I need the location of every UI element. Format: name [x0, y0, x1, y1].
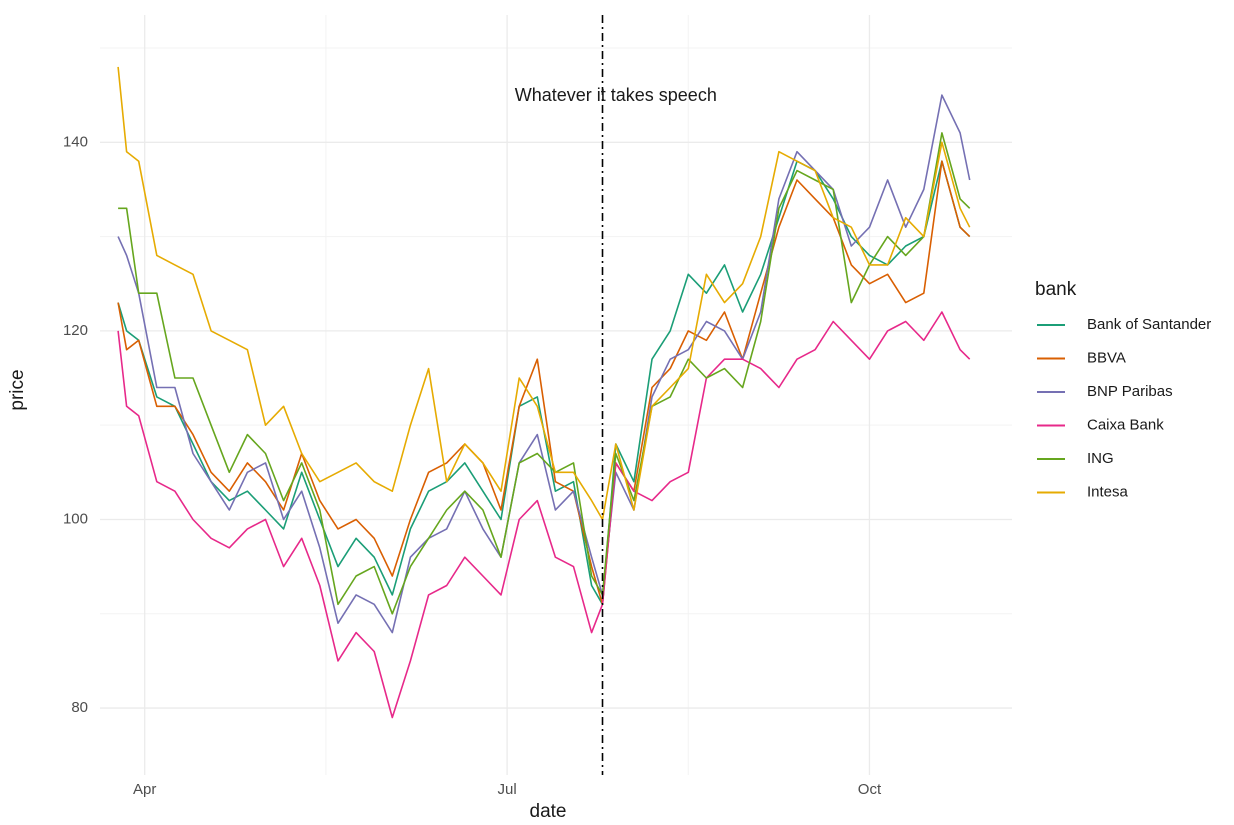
x-tick-label: Apr [133, 781, 156, 798]
x-tick-label: Oct [858, 781, 882, 798]
x-axis-label: date [530, 801, 567, 822]
y-tick-label: 140 [63, 133, 88, 150]
legend-title: bank [1035, 279, 1077, 300]
y-axis-label: price [7, 369, 28, 410]
series-line [117, 311, 971, 719]
legend-label: ING [1087, 450, 1114, 467]
series-line [117, 94, 971, 634]
legend-label: Bank of Santander [1087, 316, 1211, 333]
series-line [117, 160, 971, 606]
legend-label: Caixa Bank [1087, 416, 1164, 433]
series-line [118, 132, 971, 615]
annotation: Whatever it takes speech [515, 85, 717, 105]
y-tick-label: 120 [63, 322, 88, 339]
series-line [117, 160, 971, 606]
y-tick-label: 80 [71, 699, 88, 716]
lines [117, 66, 971, 719]
legend-label: BNP Paribas [1087, 383, 1173, 400]
legend-label: BBVA [1087, 349, 1126, 366]
series-line [117, 66, 971, 521]
y-tick-label: 100 [63, 510, 88, 527]
legend-label: Intesa [1087, 483, 1129, 500]
grid [100, 15, 1012, 775]
x-tick-label: Jul [497, 781, 516, 798]
